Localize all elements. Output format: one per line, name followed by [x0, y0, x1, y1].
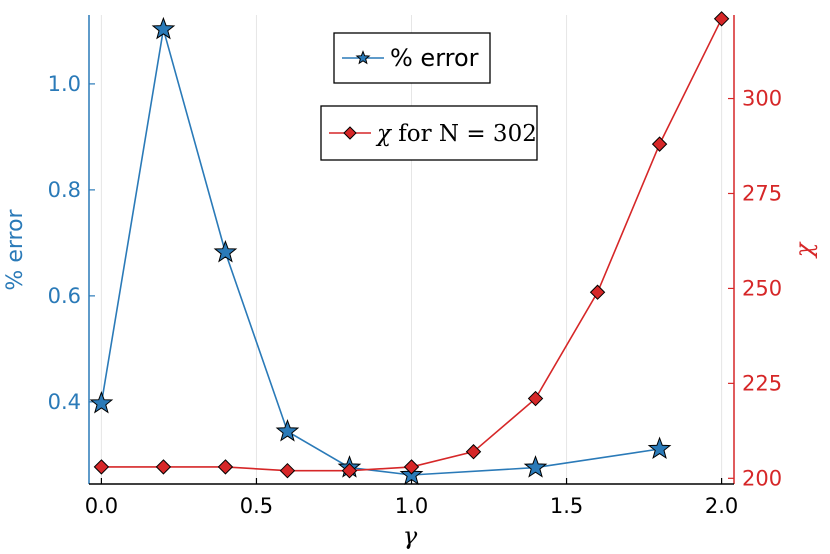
error-point-marker — [151, 16, 176, 40]
y-left-tick-label: 1.0 — [48, 72, 81, 96]
error-point-marker — [275, 419, 300, 442]
tick-labels: 0.0 0.5 1.0 1.5 2.0 0.4 0.6 0.8 1.0 200 225 250 275 3… — [48, 72, 783, 518]
chi-point-marker — [341, 463, 358, 479]
y-right-tick-label: 200 — [742, 466, 782, 490]
chi-point-marker — [93, 459, 110, 475]
y-axis-label-right: χ — [790, 241, 818, 259]
y-right-tick-label: 300 — [742, 87, 782, 111]
legend-chi-text: for N = 302 — [391, 121, 537, 147]
error-point-marker — [213, 239, 238, 263]
chi-point-marker — [651, 136, 668, 152]
x-tick-label: 1.0 — [395, 494, 428, 518]
series-layer — [89, 11, 730, 486]
y-right-tick-label: 225 — [742, 371, 782, 395]
x-tick-label: 0.0 — [85, 494, 118, 518]
y-right-tick-label: 275 — [742, 181, 782, 205]
error-point-marker — [647, 436, 672, 460]
legend-chi-symbol: χ — [375, 121, 393, 147]
legend-star-icon — [355, 50, 371, 65]
legend-diamond-icon — [343, 126, 357, 140]
axes — [88, 15, 735, 485]
legend-error-label: % error — [390, 44, 479, 72]
error-point-marker — [523, 455, 548, 478]
x-axis-label: γ — [403, 522, 418, 550]
chi-point-marker — [465, 444, 482, 460]
y-axis-label-left: % error — [3, 208, 28, 290]
legend-chi: χ for N = 302 — [320, 105, 538, 161]
y-left-tick-label: 0.4 — [48, 390, 81, 414]
x-tick-label: 2.0 — [705, 494, 738, 518]
chi-point-marker — [155, 459, 172, 475]
legend-chi-label: χ for N = 302 — [375, 121, 537, 147]
error-point-marker — [89, 390, 114, 414]
chi-point-marker — [713, 11, 730, 27]
x-tick-label: 1.5 — [550, 494, 583, 518]
y-left-tick-label: 0.6 — [48, 284, 81, 308]
y-right-tick-label: 250 — [742, 276, 782, 300]
error-series-line — [100, 29, 660, 476]
chi-point-marker — [403, 459, 420, 475]
y-left-tick-label: 0.8 — [48, 178, 81, 202]
chi-point-marker — [279, 463, 296, 479]
chi-point-marker — [589, 284, 606, 300]
legend-error: % error — [333, 32, 491, 84]
x-tick-label: 0.5 — [240, 494, 273, 518]
gridlines — [100, 15, 723, 484]
chi-point-marker — [527, 390, 544, 407]
chi-point-marker — [217, 459, 234, 475]
